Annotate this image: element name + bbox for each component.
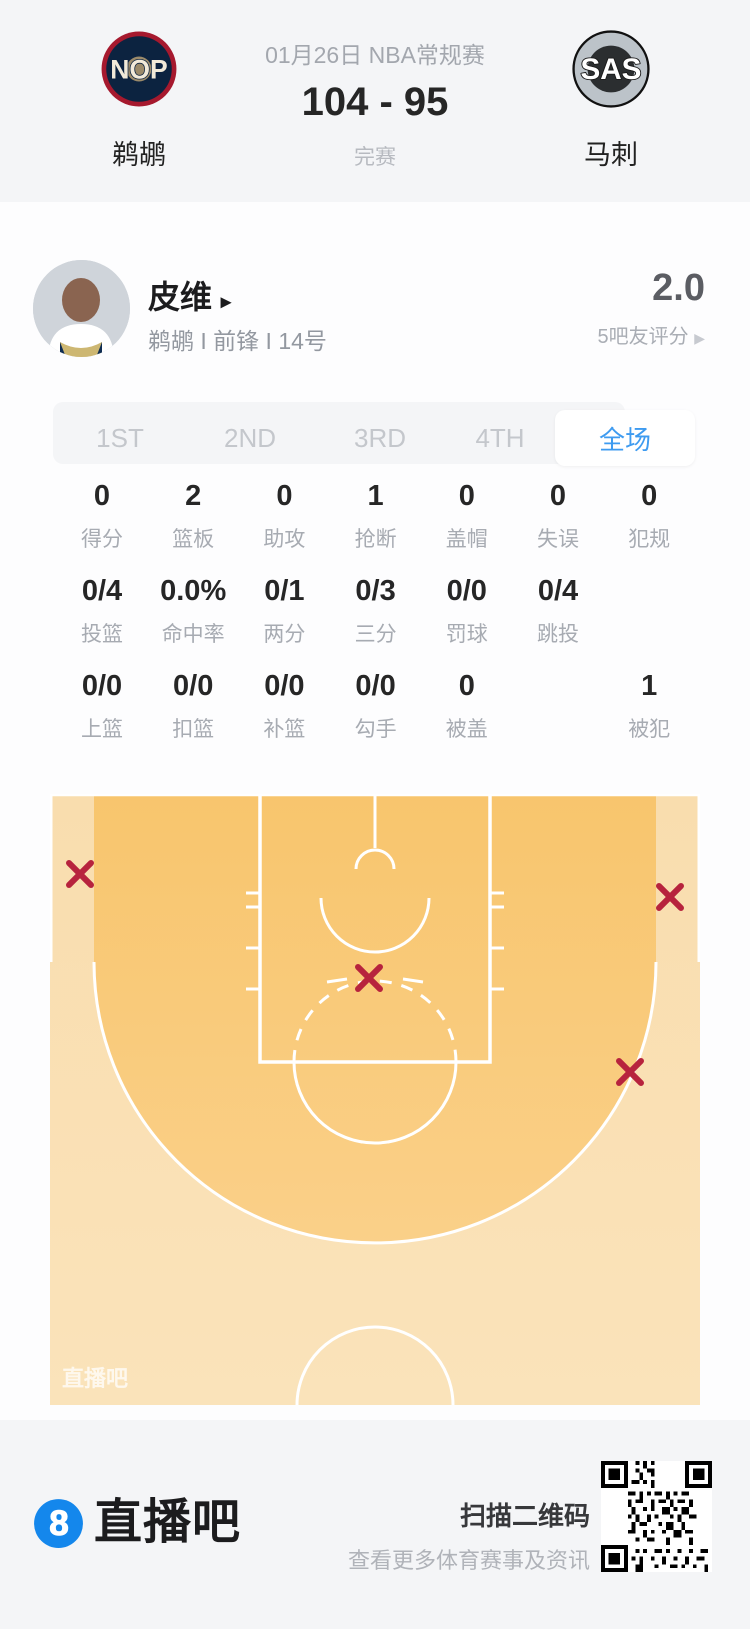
svg-text:NOP: NOP — [110, 54, 167, 84]
svg-text:SAS: SAS — [581, 53, 642, 86]
svg-text:直播吧: 直播吧 — [62, 1366, 128, 1391]
